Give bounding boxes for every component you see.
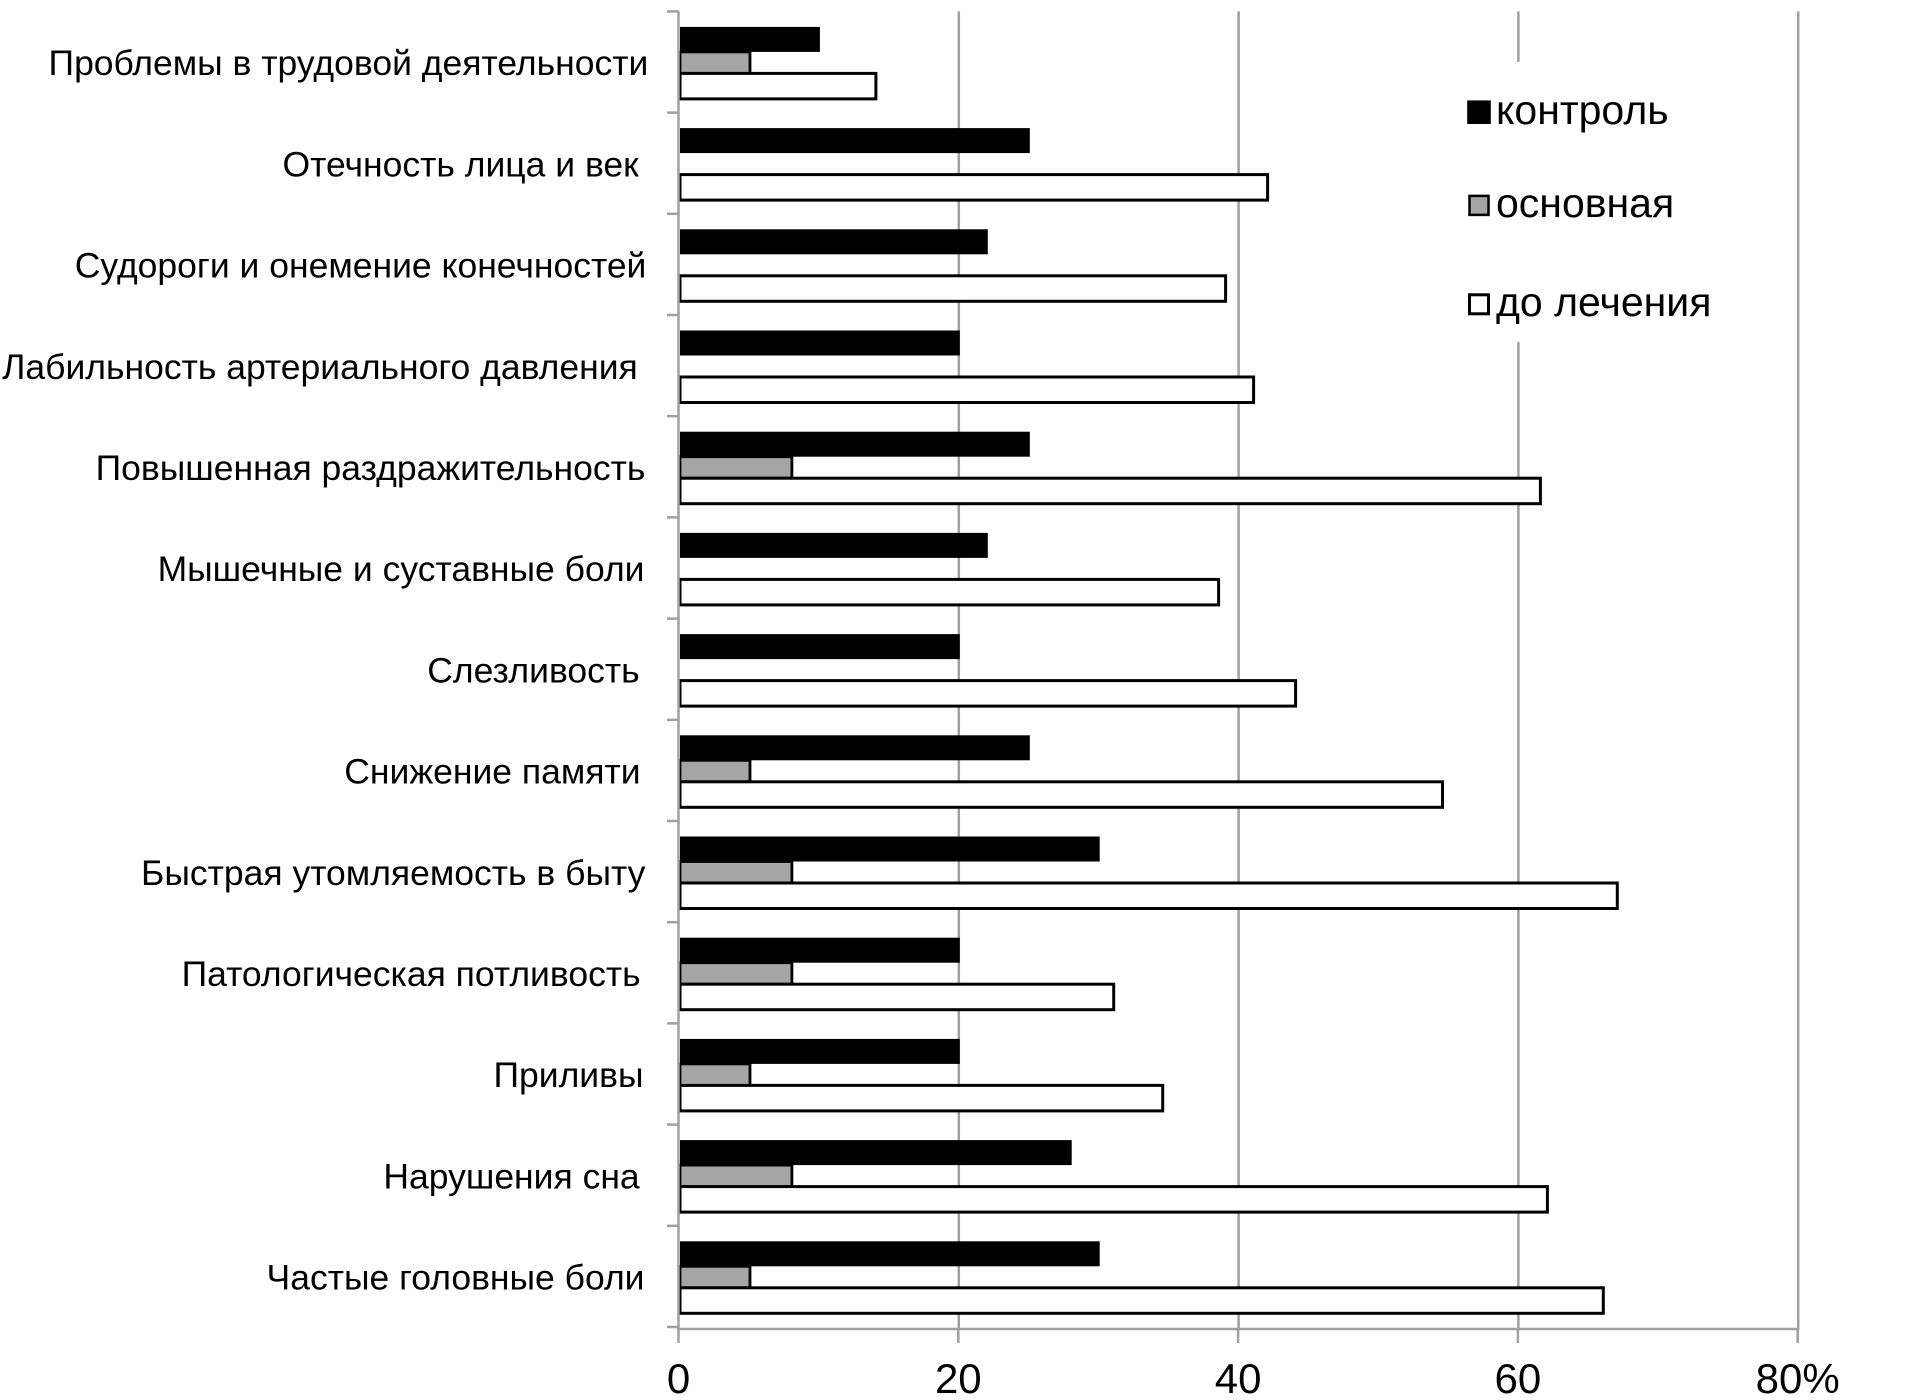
svg-text:20: 20 — [935, 1355, 982, 1400]
svg-text:Патологическая потливость: Патологическая потливость — [182, 954, 641, 994]
svg-text:Слезливость: Слезливость — [427, 650, 639, 690]
svg-text:основная: основная — [1496, 180, 1674, 226]
svg-text:контроль: контроль — [1496, 87, 1669, 133]
svg-text:Проблемы в трудовой деятельнос: Проблемы в трудовой деятельности — [49, 43, 649, 83]
svg-text:до лечения: до лечения — [1496, 279, 1711, 325]
svg-text:0: 0 — [667, 1355, 690, 1400]
svg-text:40: 40 — [1215, 1355, 1262, 1400]
svg-text:Повышенная раздражительность: Повышенная раздражительность — [96, 448, 646, 488]
svg-text:Судороги и онемение конечносте: Судороги и онемение конечностей — [75, 246, 647, 286]
svg-text:Мышечные и суставные боли: Мышечные и суставные боли — [158, 549, 645, 589]
svg-text:Быстрая утомляемость в быту: Быстрая утомляемость в быту — [141, 853, 646, 893]
svg-text:Снижение памяти: Снижение памяти — [344, 752, 640, 792]
svg-text:60: 60 — [1495, 1355, 1542, 1400]
svg-text:Отечность лица и век: Отечность лица и век — [283, 144, 640, 184]
svg-text:Частые головные боли: Частые головные боли — [267, 1258, 645, 1298]
svg-text:Приливы: Приливы — [493, 1055, 643, 1095]
svg-text:80%: 80% — [1756, 1355, 1840, 1400]
svg-text:Нарушения сна: Нарушения сна — [383, 1156, 640, 1196]
svg-text:Лабильность артериального давл: Лабильность артериального давления — [2, 347, 638, 387]
